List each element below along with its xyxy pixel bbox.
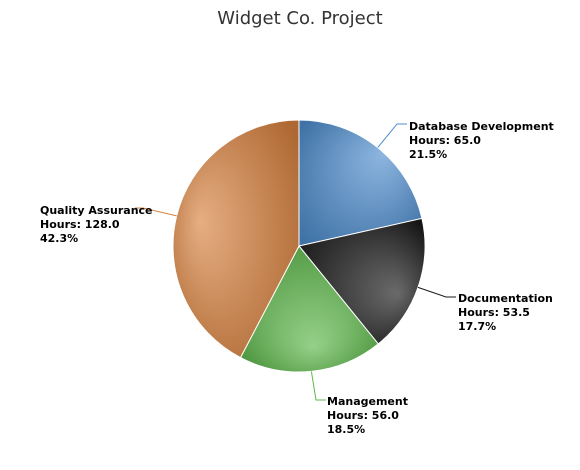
data-label-percent-database-development: 21.5% [409,148,447,161]
data-label-value-management: Hours: 56.0 [327,409,399,422]
data-label-name-documentation: Documentation [458,292,553,305]
chart-title: Widget Co. Project [217,8,383,29]
leader-line-management [310,371,326,401]
leader-line-quality-assurance [135,207,177,217]
data-label-name-quality-assurance: Quality Assurance [40,204,153,217]
leader-line-documentation [417,286,456,298]
data-label-percent-management: 18.5% [327,423,365,436]
data-label-percent-quality-assurance: 42.3% [40,232,78,245]
pie-slice-management[interactable] [239,245,379,373]
data-label-value-quality-assurance: Hours: 128.0 [40,218,120,231]
data-label-percent-documentation: 17.7% [458,320,496,333]
pie-slice-database-development[interactable] [298,119,423,247]
data-label-name-database-development: Database Development [409,120,554,133]
data-label-value-database-development: Hours: 65.0 [409,134,481,147]
data-label-name-management: Management [327,395,408,408]
data-label-value-documentation: Hours: 53.5 [458,306,530,319]
pie-slice-documentation[interactable] [298,217,426,345]
leader-line-database-development [377,123,407,148]
